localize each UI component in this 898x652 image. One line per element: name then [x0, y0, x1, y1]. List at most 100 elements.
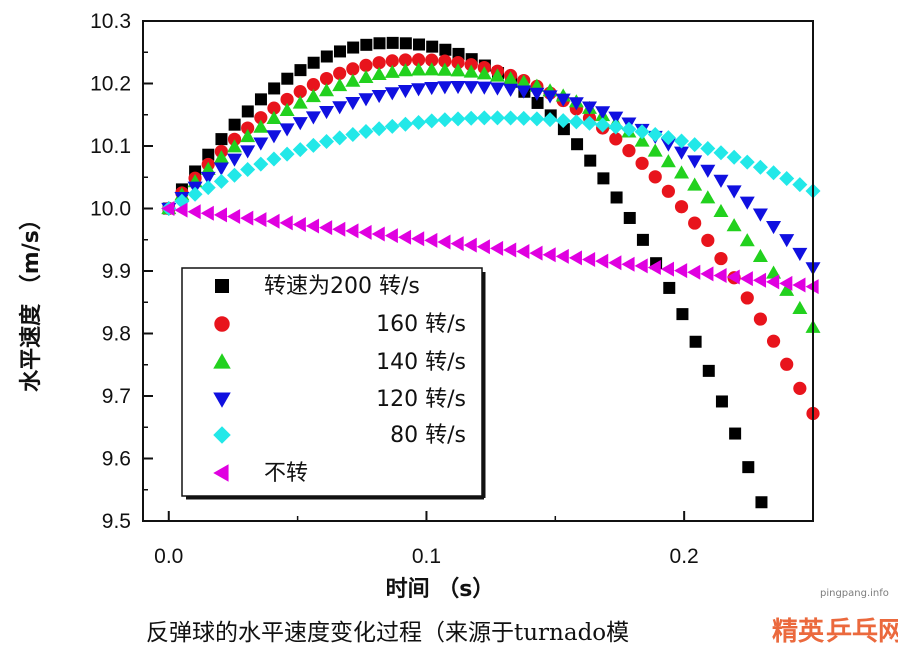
data-point: [503, 83, 519, 97]
data-point: [752, 159, 768, 175]
data-point: [752, 248, 768, 263]
data-point: [200, 205, 214, 221]
data-point: [542, 112, 558, 128]
data-point: [266, 151, 282, 167]
data-point: [597, 172, 610, 185]
data-point: [476, 239, 490, 255]
data-point: [463, 237, 477, 253]
data-point: [450, 236, 464, 252]
plot-marks: [161, 36, 821, 509]
data-point: [726, 218, 742, 232]
data-point: [752, 272, 767, 288]
data-point: [397, 116, 413, 132]
data-point: [529, 87, 545, 101]
data-point: [292, 142, 308, 158]
data-point: [439, 43, 452, 56]
data-point: [661, 184, 675, 198]
data-point: [739, 271, 753, 287]
data-point: [713, 145, 729, 161]
data-point: [253, 119, 269, 133]
data-point: [621, 121, 637, 137]
data-point: [489, 68, 505, 82]
data-point: [766, 274, 780, 290]
data-point: [595, 117, 611, 133]
data-point: [503, 242, 517, 258]
data-point: [227, 167, 243, 183]
data-point: [424, 232, 438, 248]
data-point: [779, 234, 795, 248]
data-point: [397, 84, 413, 99]
data-point: [228, 118, 241, 131]
data-point: [332, 221, 346, 237]
data-point: [213, 207, 227, 223]
data-point: [411, 53, 426, 67]
data-point: [687, 137, 703, 153]
data-point: [253, 156, 269, 172]
data-point: [623, 211, 636, 224]
data-point: [779, 171, 795, 187]
data-point: [568, 114, 584, 130]
data-point: [476, 66, 492, 80]
data-point: [739, 233, 755, 247]
data-point: [305, 111, 321, 125]
data-point: [437, 81, 453, 95]
data-point: [345, 223, 359, 239]
series-5: [161, 201, 819, 295]
data-point: [792, 247, 808, 261]
data-point: [371, 89, 387, 104]
data-point: [516, 74, 532, 88]
legend-label: 160 转/s: [376, 312, 466, 337]
data-point: [332, 77, 348, 92]
data-point: [674, 263, 688, 279]
legend-marker: [213, 353, 231, 369]
data-point: [332, 101, 348, 115]
data-point: [674, 146, 690, 160]
watermark-site: pingpang.info: [820, 588, 889, 599]
data-point: [424, 113, 440, 129]
watermark: pingpang.info 精 英 乒乓网: [772, 588, 898, 647]
data-point: [581, 252, 596, 268]
data-point: [660, 261, 675, 277]
data-point: [608, 255, 622, 271]
data-point: [647, 259, 661, 275]
y-tick-label: 10.0: [90, 198, 131, 221]
data-point: [663, 281, 676, 294]
y-tick-label: 9.9: [102, 260, 131, 283]
y-tick-label: 9.7: [102, 385, 131, 408]
data-point: [595, 106, 611, 120]
data-point: [267, 101, 281, 115]
data-point: [489, 110, 505, 126]
legend-box: [181, 267, 483, 497]
data-point: [200, 171, 216, 185]
y-axis-title: 水平速度 （m/s）: [18, 208, 44, 392]
data-point: [647, 143, 663, 157]
data-point: [227, 153, 243, 167]
data-point: [240, 210, 254, 226]
data-point: [634, 124, 650, 140]
y-tick-label: 9.8: [102, 323, 131, 346]
data-point: [240, 145, 256, 159]
data-point: [293, 85, 307, 99]
data-point: [358, 124, 374, 140]
data-point: [437, 112, 453, 128]
data-point: [555, 93, 571, 107]
watermark-brand-c: 乒乓网: [826, 617, 898, 647]
data-point: [568, 97, 584, 111]
y-tick-label: 10.3: [90, 10, 131, 33]
data-point: [557, 123, 570, 136]
data-point: [240, 162, 256, 178]
x-tick-label: 0.0: [154, 545, 183, 568]
legend-label: 转速为200 转/s: [264, 274, 420, 299]
data-point: [305, 137, 321, 153]
data-point: [463, 110, 479, 126]
data-point: [516, 85, 532, 99]
watermark-brand-a: 精: [772, 617, 798, 647]
data-point: [674, 200, 689, 214]
data-point: [713, 174, 729, 188]
data-point: [399, 37, 412, 50]
legend-label: 80 转/s: [390, 423, 466, 448]
data-point: [753, 312, 768, 326]
data-point: [254, 111, 268, 125]
data-point: [555, 248, 569, 264]
